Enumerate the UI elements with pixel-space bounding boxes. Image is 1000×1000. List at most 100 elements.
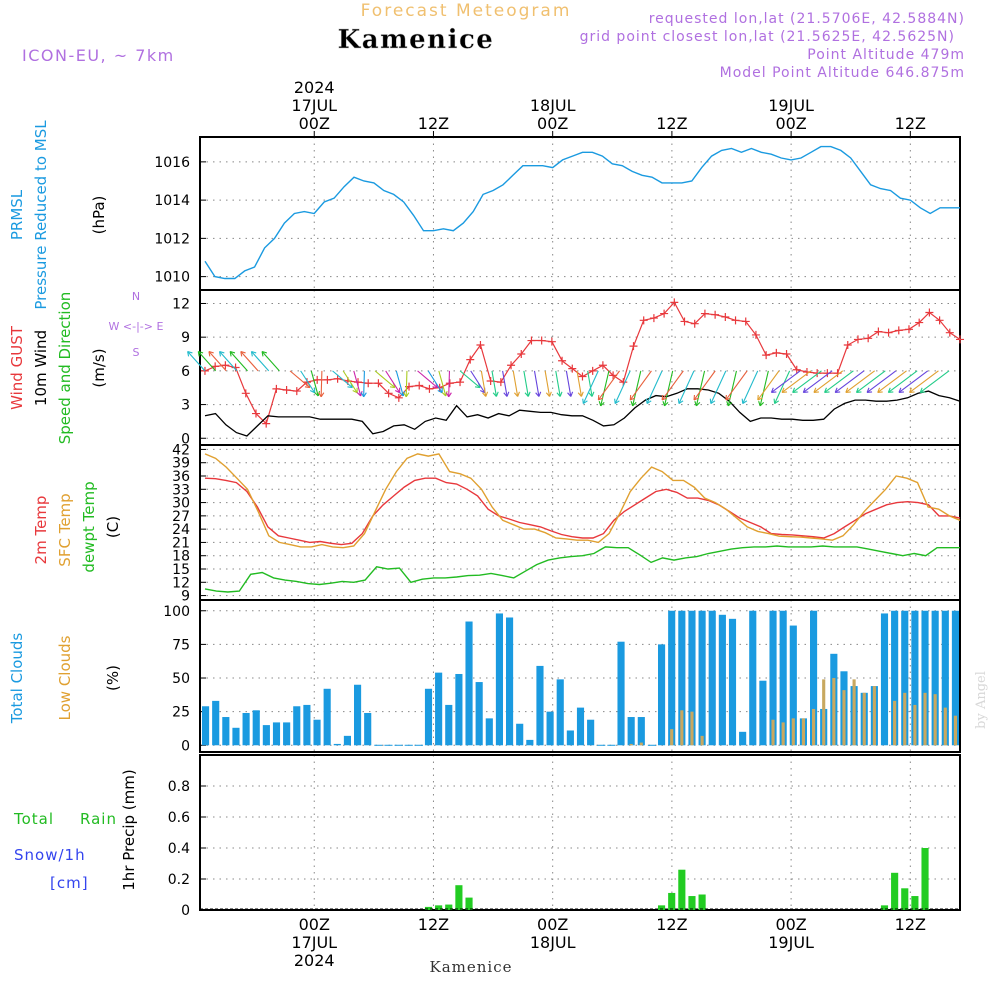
wind-arrow: [342, 370, 358, 394]
total-cloud-bar: [323, 688, 331, 746]
wind-arrow-head: [513, 391, 520, 397]
wind-arrow-head: [741, 398, 748, 405]
low-cloud-bar: [690, 711, 694, 746]
wind-arrow-head: [567, 391, 574, 397]
low-clouds-label: Low Clouds: [56, 635, 74, 720]
low-cloud-bar: [801, 718, 805, 746]
wind-arrow: [332, 370, 353, 389]
wind-arrow-head: [318, 392, 325, 398]
gust-marker: [649, 314, 658, 323]
clouds-unit: (%): [104, 665, 122, 691]
gust-marker: [711, 310, 720, 319]
wind-arrow-head: [919, 387, 926, 393]
rain-bar: [435, 905, 443, 910]
wind-arrow: [725, 370, 748, 401]
low-cloud-bar: [781, 722, 785, 746]
total-cloud-bar: [901, 610, 909, 746]
total-cloud-bar: [810, 610, 818, 746]
total-cloud-bar: [759, 680, 767, 746]
watermark: by Angel: [974, 671, 989, 729]
wind-arrow: [757, 370, 780, 401]
wind-arrow: [512, 370, 519, 397]
y-tick-label: 1014: [154, 193, 190, 209]
wind-arrow: [646, 370, 663, 404]
y-tick-label: 0: [181, 738, 190, 754]
gust-marker: [496, 378, 505, 387]
total-cloud-bar: [739, 731, 747, 746]
total-cloud-bar: [293, 706, 301, 746]
wind-arrow: [251, 351, 270, 372]
wind-arrow: [533, 370, 540, 397]
y-tick-label: 1012: [154, 231, 190, 247]
bottom-axis-label: 12Z: [418, 915, 449, 934]
wind-arrow-head: [394, 387, 401, 394]
point-altitude: Point Altitude 479m: [807, 47, 965, 63]
total-cloud-bar: [556, 679, 564, 746]
rain-bar: [678, 869, 686, 910]
requested-coords: requested lon,lat (21.5706E, 42.5884N): [649, 11, 965, 27]
wind-arrow: [427, 370, 443, 394]
gust-marker: [731, 316, 740, 325]
y-tick-label: 0.4: [168, 841, 190, 857]
wind-arrow: [261, 351, 280, 372]
sfc-label: SFC Temp: [56, 493, 74, 566]
rain-bar: [465, 897, 473, 910]
wind-arrow: [597, 370, 620, 401]
gust-marker: [884, 328, 893, 337]
top-axis-label: 00Z: [537, 114, 568, 133]
total-cloud-bar: [445, 704, 453, 746]
rain-bar: [911, 896, 919, 910]
y-tick-label: 100: [163, 604, 190, 620]
wind-arrow-head: [492, 391, 499, 397]
total-cloud-bar: [728, 618, 737, 746]
y-tick-label: 21: [172, 535, 190, 551]
wind-arrow: [417, 370, 438, 389]
precip-frame: [199, 754, 961, 911]
total-cloud-bar: [769, 610, 777, 746]
wind-arrow: [771, 370, 801, 393]
total-cloud-bar: [718, 614, 726, 746]
y-tick-label: 0.6: [168, 810, 190, 826]
wind-arrow: [727, 370, 738, 407]
gust-marker: [843, 341, 852, 350]
low-cloud-bar: [639, 742, 643, 746]
y-tick-label: 0: [181, 903, 190, 919]
low-cloud-bar: [822, 679, 826, 746]
total-cloud-bar: [212, 700, 220, 746]
wind-arrow: [544, 370, 551, 397]
total-cloud-bar: [242, 712, 250, 746]
wind-arrow: [523, 370, 529, 397]
total-cloud-bar: [891, 610, 899, 746]
low-cloud-bar: [629, 743, 633, 746]
bottom-axis-label: 00Z: [537, 915, 568, 934]
gust-marker: [670, 298, 679, 307]
wind-arrow: [813, 370, 844, 393]
gust-marker: [772, 348, 781, 357]
gust-marker: [200, 366, 209, 375]
total-clouds-label: Total Clouds: [8, 633, 26, 725]
wind-arrow: [565, 370, 572, 397]
rain-bar: [698, 894, 706, 910]
gust-marker: [792, 365, 801, 374]
location-title: Kamenice: [338, 25, 495, 55]
total-cloud-bar: [921, 610, 929, 746]
y-tick-label: 25: [172, 705, 190, 721]
low-cloud-bar: [812, 708, 816, 746]
total-cloud-bar: [202, 706, 210, 746]
total-cloud-bar: [546, 711, 554, 746]
total-cloud-bar: [495, 613, 503, 746]
wind-arrow: [374, 370, 396, 389]
y-tick-label: 50: [172, 671, 190, 687]
bottom-axis-label: 19JUL: [768, 933, 814, 952]
total-cloud-bar: [485, 718, 493, 746]
gust-marker: [762, 351, 771, 360]
gust-marker: [782, 350, 791, 359]
gust-marker: [660, 309, 669, 318]
wind-arrow: [289, 370, 311, 389]
wind-arrow-head: [630, 401, 637, 407]
wind-arrow: [695, 370, 706, 407]
total-cloud-bar: [617, 641, 625, 746]
wind-arrow: [208, 351, 227, 372]
total-cloud-bar: [678, 610, 686, 746]
